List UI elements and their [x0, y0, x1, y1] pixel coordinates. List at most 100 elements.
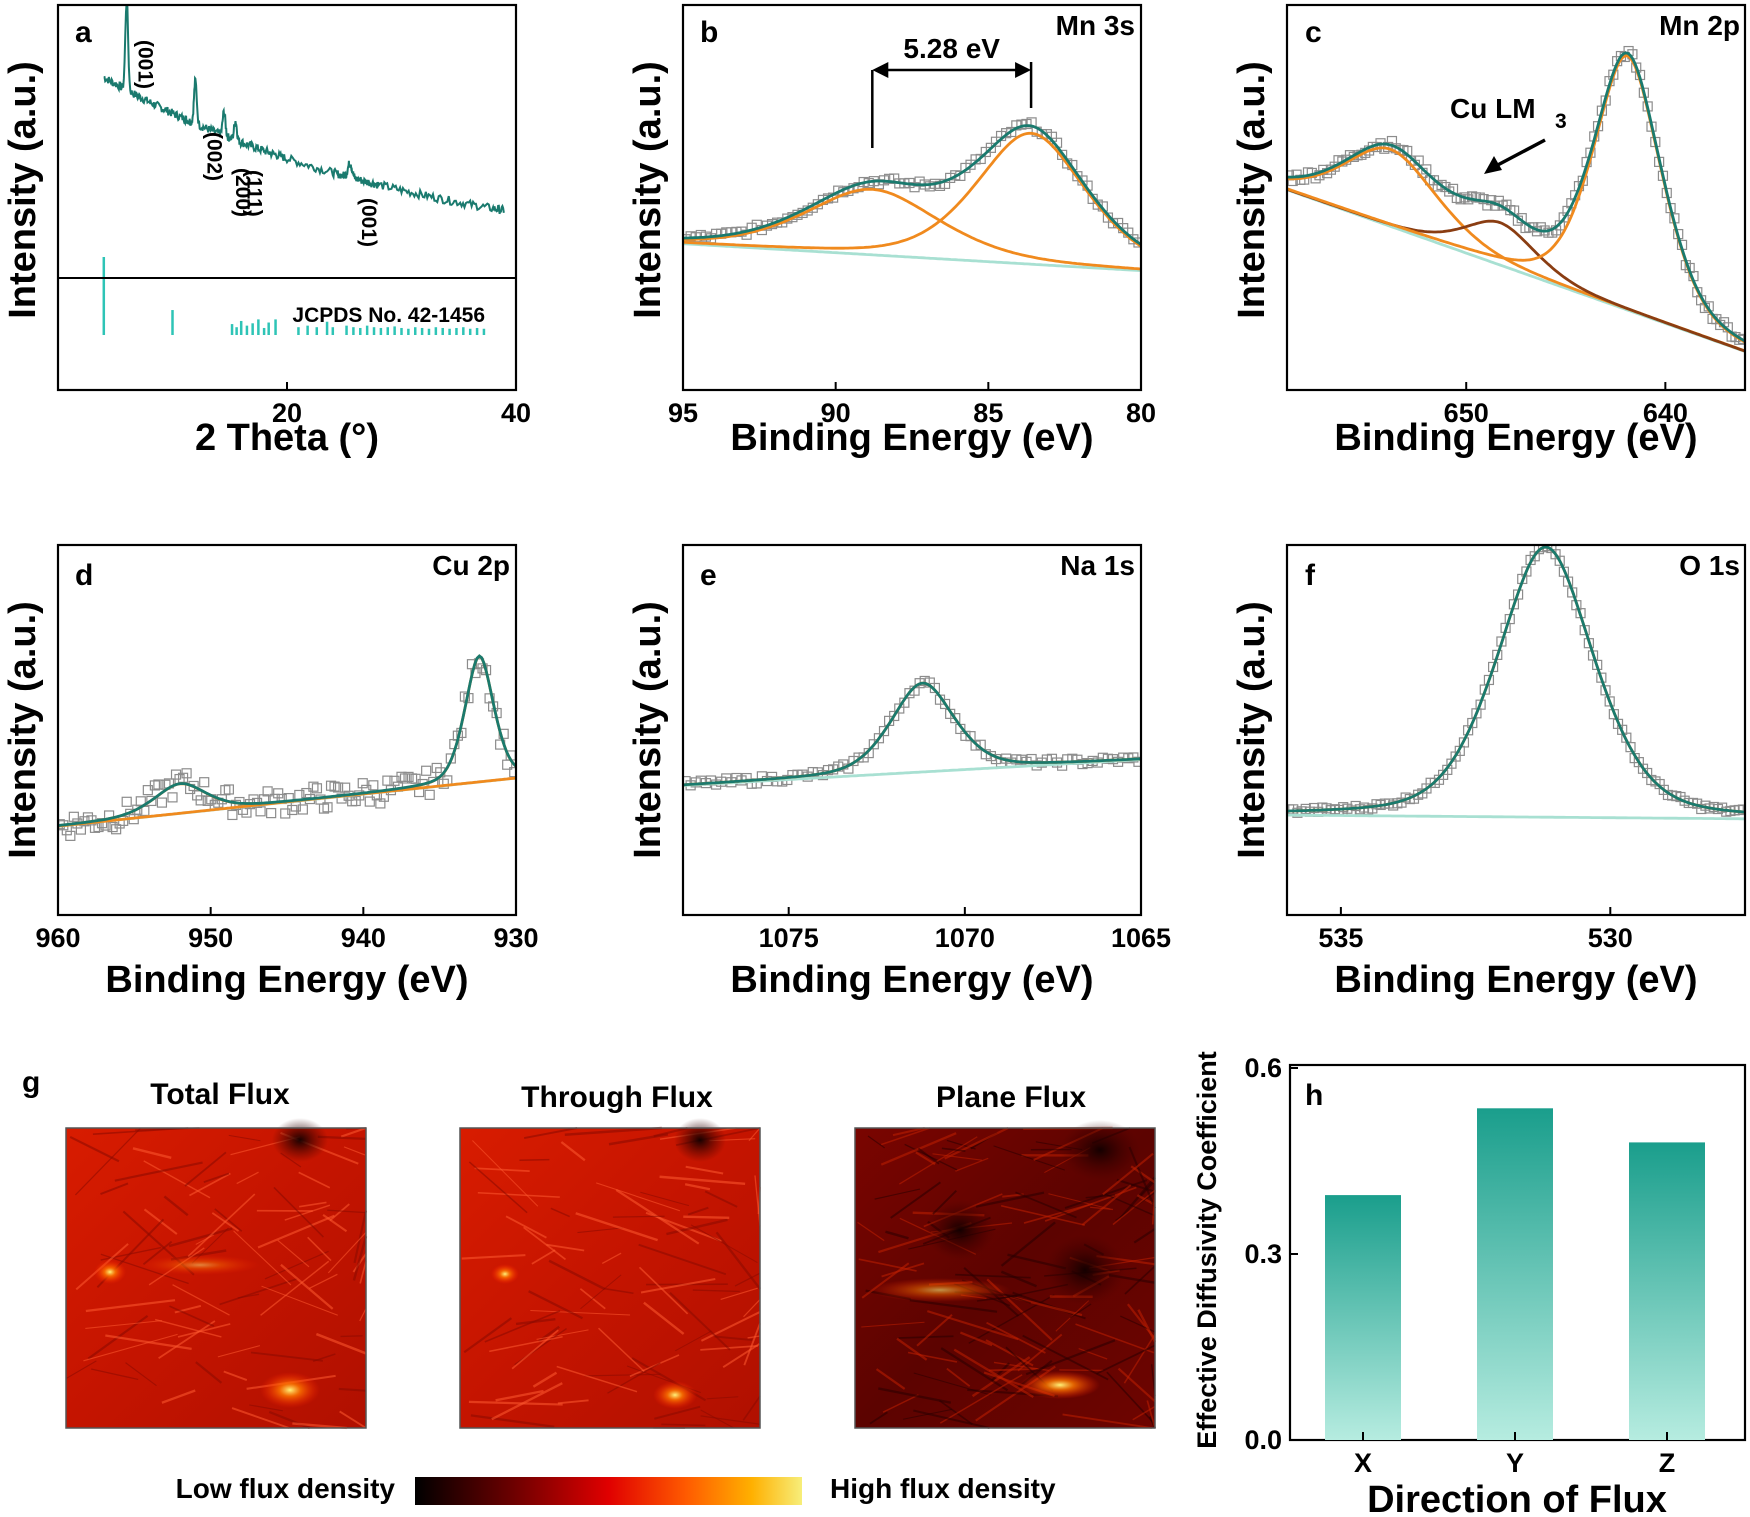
flux-streak — [706, 1396, 739, 1400]
flux-map-plane — [854, 1120, 1157, 1430]
data-marker — [1737, 804, 1745, 815]
arrow-head-left — [872, 62, 889, 78]
flux-streak — [1146, 1400, 1156, 1429]
flux-streak — [878, 1387, 952, 1404]
data-marker — [241, 807, 252, 818]
flux-streak — [530, 1310, 631, 1316]
flux-streak — [743, 1323, 761, 1366]
flux-streak — [896, 1337, 928, 1361]
flux-streak — [359, 1261, 367, 1284]
flux-streak — [913, 1409, 990, 1430]
flux-streak — [1025, 1339, 1116, 1376]
data-marker — [403, 771, 414, 783]
panel-letter-h: h — [1305, 1079, 1323, 1112]
data-marker — [1467, 717, 1478, 729]
x-tick-label: 940 — [341, 923, 386, 953]
data-marker — [107, 821, 118, 833]
y-tick-label: 0.0 — [1244, 1425, 1282, 1455]
flux-streak — [867, 1135, 886, 1149]
flux-streak — [742, 1395, 761, 1421]
flux-streak — [560, 1141, 586, 1162]
flux-streak — [959, 1331, 993, 1347]
component-peak — [683, 131, 1141, 250]
flux-streak — [890, 1181, 941, 1219]
flux-streak — [584, 1373, 661, 1377]
flux-streak — [1106, 1371, 1156, 1425]
plot-frame-c — [1285, 3, 1747, 392]
flux-streak — [1123, 1333, 1156, 1384]
data-marker — [297, 804, 308, 815]
data-marker — [1474, 192, 1485, 203]
flux-streak — [189, 1172, 231, 1197]
flux-streak — [946, 1139, 976, 1150]
flux-streak — [638, 1243, 727, 1276]
data-marker — [287, 804, 298, 816]
y-axis-title-c: Intensity (a.u.) — [1231, 61, 1273, 319]
y-axis-title-h: Effective Diffusivity Coefficient — [1192, 1051, 1222, 1449]
x-ticks-e: 1075 1070 1065 — [759, 907, 1171, 953]
flux-streak — [946, 1367, 971, 1387]
flux-streak — [968, 1294, 1055, 1344]
flux-streak — [1104, 1193, 1156, 1217]
flux-streak — [85, 1320, 163, 1329]
flux-streak — [233, 1230, 292, 1286]
data-marker — [181, 768, 192, 779]
peak-label: (001) — [357, 198, 380, 247]
colorbar — [415, 1477, 802, 1505]
data-marker — [1133, 756, 1141, 767]
plot-frame-b — [681, 3, 1143, 392]
xrd-line — [103, 5, 505, 215]
flux-streak — [1096, 1344, 1156, 1375]
data-marker — [255, 806, 266, 817]
flux-streak — [308, 1273, 338, 1289]
data-marker — [410, 773, 421, 784]
data-marker — [364, 796, 375, 807]
flux-streak — [700, 1310, 761, 1342]
x-tick-label: Z — [1659, 1448, 1676, 1478]
x-tick-label: 20 — [272, 398, 302, 428]
o1s-spectrum — [1287, 545, 1745, 821]
flux-streak — [329, 1203, 350, 1222]
flux-streak — [875, 1368, 906, 1390]
flux-streak — [505, 1215, 547, 1239]
flux-streak — [715, 1231, 761, 1290]
data-marker — [65, 830, 76, 841]
flux-streak — [260, 1260, 330, 1316]
flux-streak — [237, 1293, 260, 1299]
flux-streak — [1000, 1221, 1056, 1267]
x-axis-title-f: Binding Energy (eV) — [1334, 959, 1697, 1001]
data-marker — [399, 773, 411, 784]
flux-streak — [913, 1372, 991, 1396]
x-tick-label: 80 — [1126, 398, 1156, 428]
flux-map-total — [65, 1118, 368, 1430]
flux-streak — [700, 1415, 761, 1425]
x-ticks-h: X Y Z — [1354, 1432, 1675, 1478]
flux-streak — [557, 1399, 589, 1405]
x-ticks-b: 95 90 85 80 — [668, 382, 1156, 428]
data-marker — [357, 778, 368, 789]
x-tick-label: X — [1354, 1448, 1372, 1478]
envelope-fit — [58, 654, 516, 827]
reference-label: JCPDS No. 42-1456 — [292, 304, 485, 327]
flux-streak — [532, 1371, 558, 1388]
flux-streak — [990, 1362, 1011, 1382]
flux-streak — [1069, 1303, 1092, 1319]
data-marker — [167, 792, 178, 803]
flux-streak — [1102, 1152, 1154, 1196]
panel-g: g Total Flux Through Flux Plane Flux — [22, 1066, 1157, 1505]
data-marker — [149, 780, 160, 791]
splitting-annotation: 5.28 eV — [871, 33, 1033, 148]
bar-y — [1477, 1108, 1553, 1440]
na1s-spectrum — [683, 675, 1141, 791]
flux-streak — [607, 1362, 661, 1394]
flux-streak — [299, 1201, 327, 1208]
flux-streak — [861, 1321, 925, 1328]
data-marker — [318, 803, 330, 814]
flux-streak — [1133, 1228, 1156, 1244]
colorbar-high-label: High flux density — [830, 1473, 1056, 1504]
flux-streak — [669, 1292, 731, 1351]
flux-streak — [603, 1287, 634, 1295]
flux-streak — [684, 1183, 711, 1191]
flux-streak — [528, 1290, 584, 1320]
